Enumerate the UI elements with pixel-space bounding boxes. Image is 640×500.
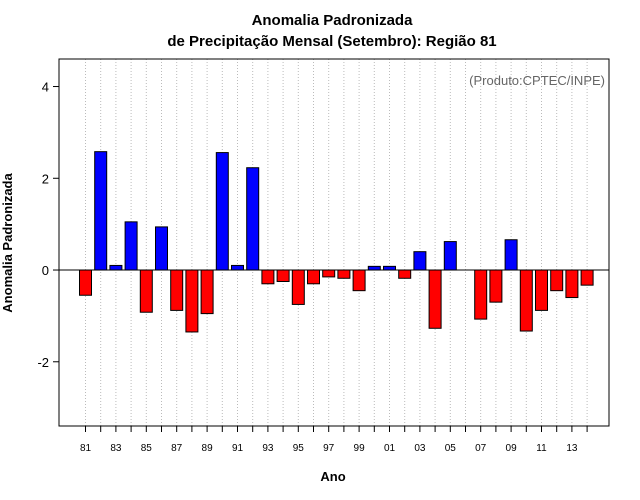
bar-00 <box>367 265 381 271</box>
bar-86 <box>155 226 168 271</box>
x-tick-label: 07 <box>475 443 487 454</box>
bar-89 <box>200 269 214 315</box>
bar-08 <box>489 269 503 303</box>
bar-92 <box>246 167 260 271</box>
bar-87 <box>170 269 184 311</box>
bar-82 <box>94 151 108 271</box>
bars <box>79 151 594 333</box>
bar-96 <box>307 269 320 285</box>
bar-85 <box>139 269 153 313</box>
x-tick-label: 91 <box>232 443 244 454</box>
credit-annotation: (Produto:CPTEC/INPE) <box>469 73 605 88</box>
x-tick-label: 11 <box>536 443 547 454</box>
x-tick-label: 09 <box>506 443 518 454</box>
bar-05 <box>443 241 457 271</box>
x-tick-label: 93 <box>262 443 274 454</box>
x-tick-label: 99 <box>354 443 366 454</box>
bar-12 <box>550 269 564 292</box>
plot-frame <box>58 58 610 427</box>
bar-13 <box>565 269 579 299</box>
bar-11 <box>535 269 548 311</box>
y-tick-label: 2 <box>42 171 49 186</box>
bar-04 <box>428 269 442 329</box>
y-tick-label: 0 <box>42 263 49 278</box>
y-tick-label: 4 <box>42 80 49 95</box>
bar-88 <box>185 269 199 333</box>
x-tick-label: 95 <box>293 443 305 454</box>
x-tick-label: 81 <box>80 443 92 454</box>
x-axis-label: Ano <box>320 469 345 484</box>
bar-07 <box>474 269 488 320</box>
x-tick-label: 01 <box>384 443 396 454</box>
bar-02 <box>398 269 412 279</box>
x-tick-label: 87 <box>171 443 183 454</box>
chart-subtitle: de Precipitação Mensal (Setembro): Regiã… <box>167 33 496 50</box>
bar-10 <box>519 269 533 332</box>
bar-83 <box>109 264 123 271</box>
bar-09 <box>504 239 518 271</box>
x-tick-label: 05 <box>445 443 457 454</box>
x-tick-label: 97 <box>323 443 335 454</box>
y-axis-label: Anomalia Padronizada <box>0 173 15 313</box>
bar-90 <box>215 152 229 271</box>
chart-title: Anomalia Padronizada <box>252 12 414 29</box>
bar-14 <box>580 269 594 286</box>
x-tick-label: 13 <box>566 443 578 454</box>
x-axis: 81 83 85 87 89 91 93 95 97 99 01 03 05 07 09 11 13 <box>80 426 588 454</box>
bar-84 <box>124 221 138 271</box>
bar-95 <box>291 269 305 305</box>
bar-81 <box>79 269 92 296</box>
x-tick-label: 89 <box>202 443 214 454</box>
bar-91 <box>231 264 244 271</box>
y-tick-label: -2 <box>37 355 49 370</box>
x-tick-label: 83 <box>110 443 122 454</box>
y-axis: -2 0 2 4 <box>37 80 59 370</box>
bar-98 <box>337 269 351 279</box>
x-tick-label: 85 <box>141 443 153 454</box>
bar-93 <box>261 269 275 285</box>
bar-99 <box>352 269 366 292</box>
bar-94 <box>276 269 290 282</box>
x-tick-label: 03 <box>414 443 426 454</box>
bar-01 <box>383 265 396 271</box>
bar-97 <box>322 269 336 278</box>
bar-03 <box>413 251 427 271</box>
